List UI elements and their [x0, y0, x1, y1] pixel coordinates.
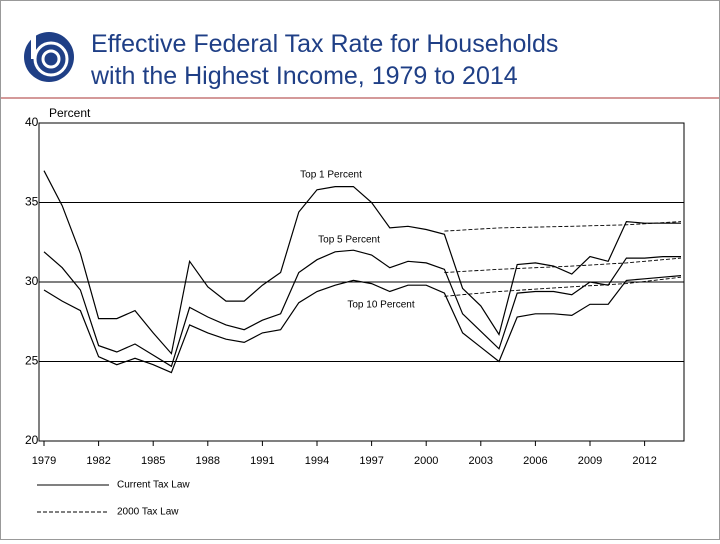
series-line [43, 249, 681, 368]
x-tick-label: 2006 [523, 455, 547, 467]
x-tick-label: 1979 [32, 455, 56, 467]
series-line-2000 [444, 257, 682, 273]
x-tick-label: 1988 [196, 455, 220, 467]
series-line-2000 [444, 221, 682, 232]
series-label: Top 5 Percent [318, 235, 380, 246]
series-label: Top 10 Percent [347, 300, 414, 311]
x-tick-label: 1991 [250, 455, 274, 467]
series-line [43, 170, 681, 355]
series-label: Top 1 Percent [300, 170, 362, 181]
y-tick-label: 30 [25, 274, 39, 288]
chart-title: Effective Federal Tax Rate for Household… [91, 30, 558, 58]
legend-label: Current Tax Law [117, 480, 190, 491]
x-tick-label: 2000 [414, 455, 438, 467]
x-tick-label: 1997 [359, 455, 383, 467]
logo [24, 29, 74, 82]
y-tick-label: 20 [25, 433, 39, 447]
y-tick-label: 40 [25, 115, 39, 129]
chart-title: with the Highest Income, 1979 to 2014 [90, 62, 518, 90]
series-line-2000 [444, 276, 682, 297]
x-tick-label: 1982 [86, 455, 110, 467]
x-tick-label: 1994 [305, 455, 329, 467]
x-tick-label: 2012 [632, 455, 656, 467]
y-tick-label: 25 [25, 354, 39, 368]
y-tick-label: 35 [25, 195, 39, 209]
legend-label: 2000 Tax Law [117, 507, 179, 518]
y-axis-label: Percent [49, 106, 91, 120]
series-line [43, 275, 682, 374]
x-tick-label: 2003 [469, 455, 493, 467]
x-tick-label: 2009 [578, 455, 602, 467]
x-tick-label: 1985 [141, 455, 165, 467]
